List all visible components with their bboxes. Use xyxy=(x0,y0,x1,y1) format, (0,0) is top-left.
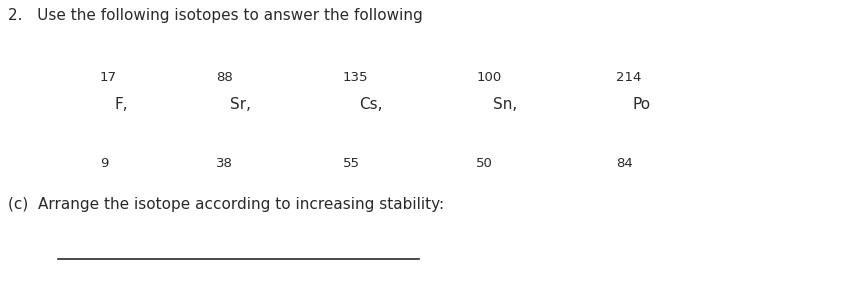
Text: 17: 17 xyxy=(100,71,117,84)
Text: Po: Po xyxy=(633,98,651,112)
Text: F,: F, xyxy=(114,98,128,112)
Text: 2.   Use the following isotopes to answer the following: 2. Use the following isotopes to answer … xyxy=(8,8,423,23)
Text: 9: 9 xyxy=(100,157,108,170)
Text: 55: 55 xyxy=(343,157,360,170)
Text: Sr,: Sr, xyxy=(230,98,251,112)
Text: Cs,: Cs, xyxy=(360,98,383,112)
Text: 50: 50 xyxy=(476,157,493,170)
Text: 88: 88 xyxy=(216,71,233,84)
Text: 100: 100 xyxy=(476,71,502,84)
Text: 214: 214 xyxy=(616,71,641,84)
Text: Sn,: Sn, xyxy=(493,98,518,112)
Text: 38: 38 xyxy=(216,157,233,170)
Text: 84: 84 xyxy=(616,157,633,170)
Text: 135: 135 xyxy=(343,71,368,84)
Text: (c)  Arrange the isotope according to increasing stability:: (c) Arrange the isotope according to inc… xyxy=(8,197,445,212)
